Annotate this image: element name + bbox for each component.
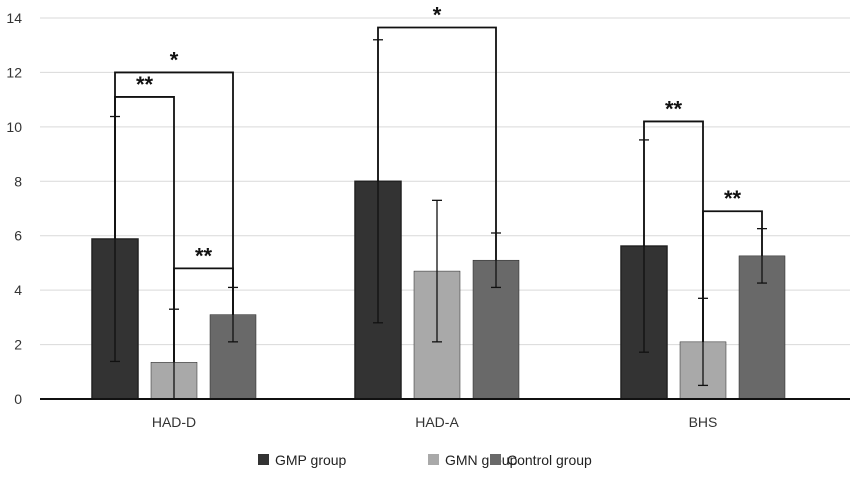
significance-label: ** [724,186,742,211]
y-tick-label: 8 [14,173,22,189]
significance-label: ** [195,243,213,268]
y-tick-label: 2 [14,337,22,353]
x-tick-label: BHS [689,414,718,430]
y-tick-label: 4 [14,282,22,298]
significance-label: ** [136,72,154,97]
y-tick-label: 6 [14,228,22,244]
legend-swatch [258,454,269,465]
significance-bracket [114,96,175,363]
legend-swatch [490,454,501,465]
y-tick-label: 14 [6,10,22,26]
x-tick-label: HAD-D [152,414,196,430]
significance-bracket [377,26,497,261]
significance-bracket [702,210,763,342]
y-tick-label: 0 [14,391,22,407]
significance-label: * [170,47,179,72]
y-tick-label: 12 [6,64,22,80]
significance-label: ** [665,96,683,121]
x-tick-label: HAD-A [415,414,459,430]
legend-label: GMP group [275,452,347,468]
significance-bracket [173,267,234,363]
significance-label: * [433,3,442,28]
y-tick-label: 10 [6,119,22,135]
legend-label: Control group [507,452,592,468]
legend-swatch [428,454,439,465]
